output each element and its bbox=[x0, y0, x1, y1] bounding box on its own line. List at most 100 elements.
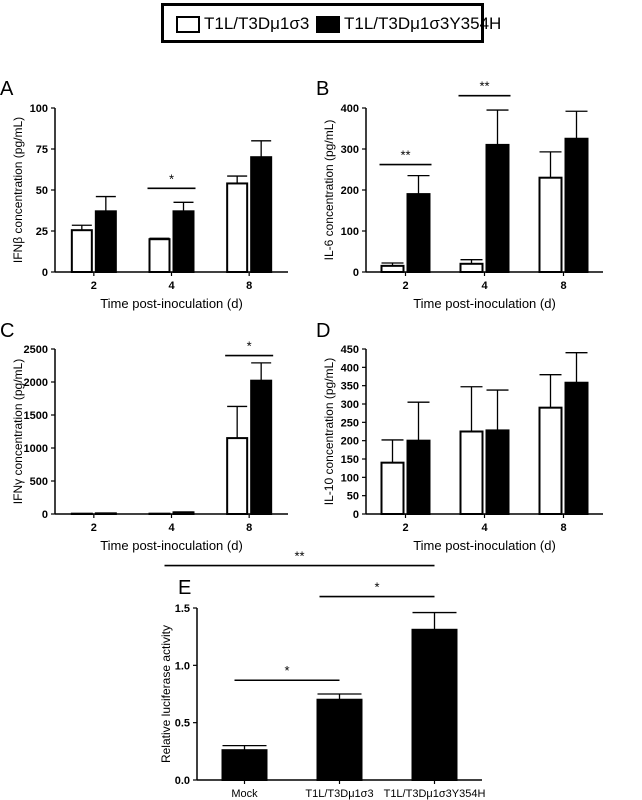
y-tick-label: 0 bbox=[353, 267, 359, 279]
x-tick-label: 4 bbox=[168, 522, 175, 534]
panel-letter: A bbox=[0, 78, 14, 100]
bar bbox=[564, 381, 589, 515]
y-tick-label: 450 bbox=[341, 344, 359, 356]
y-tick-label: 1000 bbox=[24, 443, 48, 455]
bar bbox=[459, 262, 484, 273]
y-tick-label: 2000 bbox=[24, 377, 48, 389]
significance-label: * bbox=[284, 663, 289, 678]
x-tick-label: T1L/T3Dμ1σ3Y354H bbox=[384, 788, 486, 800]
significance-label: ** bbox=[400, 148, 410, 163]
x-tick-label: 4 bbox=[168, 280, 175, 292]
chart-panel-e: E 0.0 0.5 1.0 1.5 Mock T1L/T3Dμ1σ3 T1L/T3Dμ1σ3Y… bbox=[159, 549, 485, 800]
bar bbox=[406, 193, 431, 274]
x-tick-label: 2 bbox=[91, 280, 97, 292]
y-axis-title: IL-6 concentration (pg/mL) bbox=[322, 120, 336, 261]
panel-letter: E bbox=[178, 577, 191, 599]
y-tick-label: 1.5 bbox=[175, 603, 190, 615]
chart-panel-b: B 0 100 200 300 400 2 4 8 ** ** IL-6 concentration … bbox=[316, 78, 603, 311]
x-tick-label: 2 bbox=[402, 522, 408, 534]
legend-label: T1L/T3Dμ1σ3 bbox=[204, 14, 310, 33]
bar bbox=[380, 461, 405, 515]
x-tick-label: 4 bbox=[481, 280, 488, 292]
significance-label: * bbox=[169, 171, 174, 186]
x-tick-label: 2 bbox=[91, 522, 97, 534]
y-tick-label: 50 bbox=[36, 185, 48, 197]
x-axis-title: Time post-inoculation (d) bbox=[100, 296, 243, 311]
y-tick-label: 500 bbox=[30, 476, 48, 488]
x-tick-label: 8 bbox=[246, 280, 252, 292]
significance-label: ** bbox=[294, 549, 304, 564]
chart-panel-d: D 0 50 100 150 200 250 300 350 400 450 2 4 8 IL-10 con… bbox=[316, 320, 603, 553]
bar bbox=[250, 156, 273, 273]
legend: T1L/T3Dμ1σ3 T1L/T3Dμ1σ3Y354H bbox=[161, 3, 501, 43]
bar bbox=[250, 379, 273, 515]
x-tick-label: 8 bbox=[560, 280, 566, 292]
legend-item-mutant: T1L/T3Dμ1σ3Y354H bbox=[316, 14, 501, 34]
bar bbox=[538, 406, 563, 515]
y-tick-label: 0 bbox=[353, 509, 359, 521]
bar bbox=[226, 182, 249, 273]
bar bbox=[485, 429, 510, 515]
bar bbox=[172, 511, 195, 515]
x-axis-title: Time post-inoculation (d) bbox=[413, 296, 556, 311]
y-tick-label: 100 bbox=[341, 472, 359, 484]
y-axis-title: IFNβ concentration (pg/mL) bbox=[11, 117, 25, 263]
x-tick-label: 4 bbox=[481, 522, 488, 534]
bar bbox=[538, 176, 563, 273]
bar bbox=[226, 437, 249, 516]
chart-panel-c: C 0 500 1000 1500 2000 2500 2 4 8 * IFNγ concentrat… bbox=[0, 320, 288, 553]
bar bbox=[148, 238, 171, 273]
x-tick-label: 8 bbox=[560, 522, 566, 534]
y-tick-label: 200 bbox=[341, 185, 359, 197]
y-tick-label: 100 bbox=[30, 103, 48, 115]
y-tick-label: 250 bbox=[341, 417, 359, 429]
bar bbox=[485, 143, 510, 273]
panel-letter: C bbox=[0, 320, 14, 342]
legend-swatch-black bbox=[316, 15, 340, 33]
y-tick-label: 1.0 bbox=[175, 660, 190, 672]
y-tick-label: 50 bbox=[347, 491, 359, 503]
significance-label: * bbox=[247, 339, 252, 354]
y-tick-label: 200 bbox=[341, 436, 359, 448]
y-tick-label: 400 bbox=[341, 103, 359, 115]
bar bbox=[172, 210, 195, 274]
y-tick-label: 350 bbox=[341, 381, 359, 393]
y-axis-title: Relative luciferase activity bbox=[159, 625, 173, 763]
y-tick-label: 2500 bbox=[24, 344, 48, 356]
y-tick-label: 100 bbox=[341, 226, 359, 238]
x-tick-label: 2 bbox=[402, 280, 408, 292]
y-tick-label: 0.5 bbox=[175, 718, 190, 730]
bar bbox=[564, 137, 589, 273]
significance-label: * bbox=[374, 580, 379, 595]
y-tick-label: 0 bbox=[42, 509, 48, 521]
y-tick-label: 0 bbox=[42, 267, 48, 279]
bar bbox=[94, 512, 117, 516]
x-tick-label: 8 bbox=[246, 522, 252, 534]
y-axis-title: IL-10 concentration (pg/mL) bbox=[322, 358, 336, 505]
y-tick-label: 25 bbox=[36, 226, 48, 238]
bar bbox=[70, 229, 93, 273]
x-axis-title: Time post-inoculation (d) bbox=[413, 538, 556, 553]
y-tick-label: 1500 bbox=[24, 410, 48, 422]
bar bbox=[459, 430, 484, 515]
y-tick-label: 150 bbox=[341, 454, 359, 466]
x-tick-label: T1L/T3Dμ1σ3 bbox=[305, 788, 373, 800]
legend-label: T1L/T3Dμ1σ3Y354H bbox=[344, 14, 502, 33]
legend-item-wild-type: T1L/T3Dμ1σ3 bbox=[176, 14, 309, 34]
y-tick-label: 300 bbox=[341, 144, 359, 156]
y-tick-label: 300 bbox=[341, 399, 359, 411]
y-tick-label: 75 bbox=[36, 144, 48, 156]
bar bbox=[221, 749, 268, 781]
bar bbox=[411, 628, 458, 782]
panel-letter: B bbox=[316, 78, 329, 100]
panel-letter: D bbox=[316, 320, 330, 342]
x-tick-label: Mock bbox=[231, 788, 258, 800]
y-axis-title: IFNγ concentration (pg/mL) bbox=[11, 359, 25, 504]
x-axis-title: Time post-inoculation (d) bbox=[100, 538, 243, 553]
significance-label: ** bbox=[479, 79, 489, 94]
chart-panel-a: A 0 25 50 75 100 2 4 8 * IFNβ concentration (pg/mL… bbox=[0, 78, 288, 311]
y-tick-label: 0.0 bbox=[175, 775, 190, 787]
bar bbox=[406, 439, 431, 515]
bar bbox=[316, 698, 363, 782]
